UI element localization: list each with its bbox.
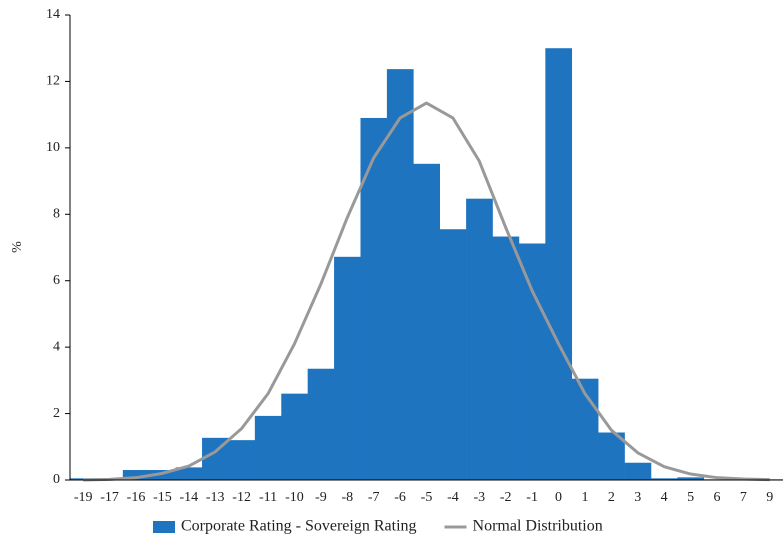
y-tick-label: 0 — [53, 472, 60, 487]
bar — [677, 477, 705, 480]
bar — [386, 69, 414, 480]
x-tick-label: -2 — [500, 490, 512, 505]
bar — [254, 415, 282, 480]
bar — [545, 48, 573, 480]
bar — [334, 256, 361, 480]
bar — [175, 467, 203, 480]
x-tick-label: -19 — [74, 490, 93, 505]
x-tick-label: -1 — [526, 490, 538, 505]
y-tick-label: 4 — [53, 339, 60, 354]
x-tick-label: -9 — [315, 490, 327, 505]
x-tick-label: 7 — [740, 490, 747, 505]
x-tick-label: -11 — [259, 490, 277, 505]
x-tick-label: -17 — [100, 490, 119, 505]
bar — [281, 393, 308, 480]
y-tick-label: 6 — [53, 273, 60, 288]
bar — [149, 470, 176, 480]
legend-label: Corporate Rating - Sovereign Rating — [181, 518, 417, 535]
bar — [228, 440, 256, 480]
y-tick-label: 2 — [53, 406, 60, 421]
x-tick-label: 3 — [634, 490, 641, 505]
bar — [650, 478, 678, 480]
legend-label: Normal Distribution — [473, 518, 603, 535]
x-tick-label: -14 — [179, 490, 198, 505]
x-tick-label: 5 — [687, 490, 694, 505]
bar — [413, 163, 441, 481]
x-tick-label: -4 — [447, 490, 459, 505]
x-tick-label: -8 — [341, 490, 353, 505]
x-tick-label: 6 — [713, 490, 720, 505]
y-tick-label: 14 — [46, 7, 60, 22]
x-tick-label: -3 — [473, 490, 485, 505]
line — [83, 101, 770, 482]
x-tick-label: -7 — [368, 490, 380, 505]
bar — [122, 470, 150, 480]
bar — [439, 229, 467, 480]
x-tick-label: 2 — [608, 490, 615, 505]
y-tick-label: 10 — [46, 140, 60, 155]
x-tick-label: -5 — [421, 490, 433, 505]
bar — [360, 117, 388, 480]
x-tick-label: -16 — [127, 490, 146, 505]
x-tick-label: -6 — [394, 490, 406, 505]
bar — [307, 368, 335, 480]
y-axis-label: % — [10, 241, 25, 253]
bar — [492, 236, 520, 480]
x-tick-label: -10 — [285, 490, 304, 505]
x-tick-label: -15 — [153, 490, 172, 505]
x-tick-label: -13 — [206, 490, 225, 505]
x-tick-label: 1 — [581, 490, 588, 505]
x-tick-label: 0 — [555, 490, 562, 505]
y-tick-label: 12 — [46, 74, 60, 89]
x-tick-label: 4 — [661, 490, 668, 505]
legend-swatch — [153, 521, 175, 533]
bar — [624, 462, 652, 480]
bar — [466, 198, 493, 481]
bar — [518, 243, 546, 480]
x-tick-label: -12 — [232, 490, 251, 505]
x-tick-label: 9 — [766, 490, 773, 505]
y-tick-label: 8 — [53, 207, 60, 222]
bar — [598, 432, 625, 480]
